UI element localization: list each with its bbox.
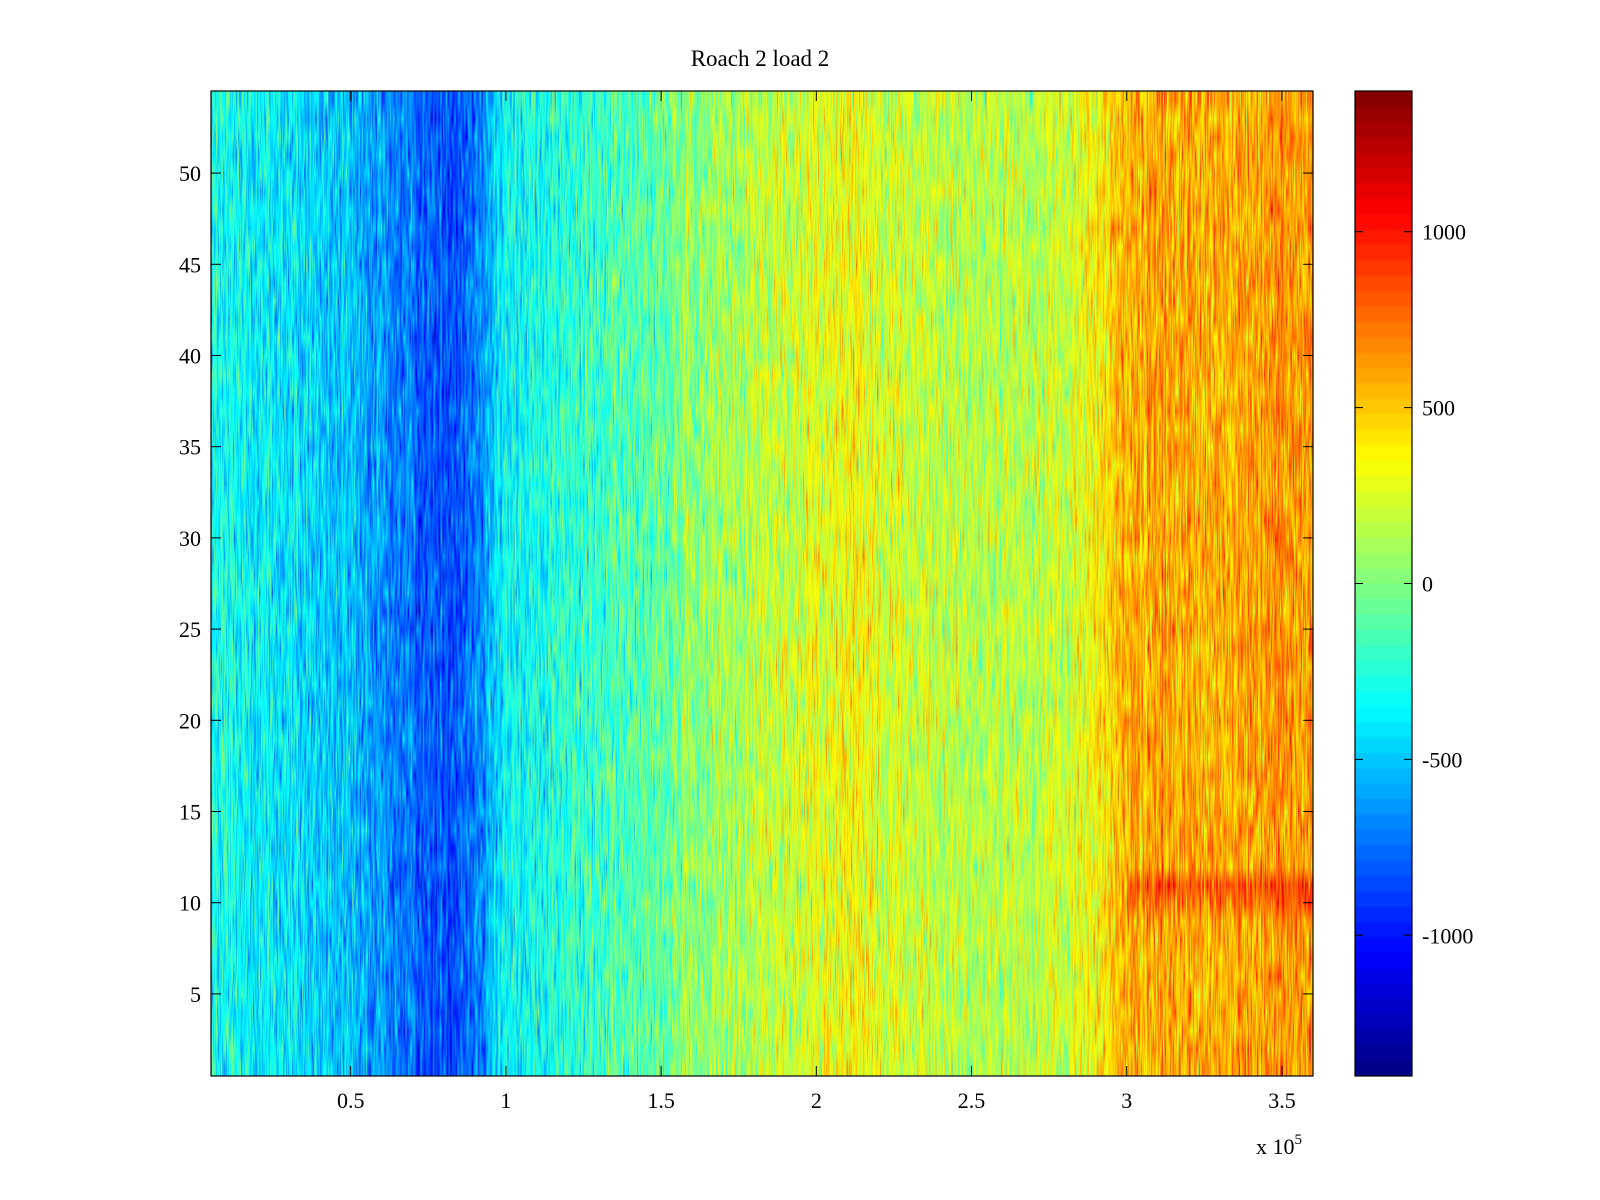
x-tick-label: 0.5 [337,1088,365,1113]
chart-title: Roach 2 load 2 [691,46,830,71]
y-tick-label: 5 [190,982,201,1007]
x-tick-label: 2 [811,1088,822,1113]
y-tick-label: 35 [179,435,201,460]
colorbar-tick-label: -1000 [1422,923,1473,948]
y-tick-label: 40 [179,343,201,368]
colorbar: 1000 500 0 -500 -1000 [1354,90,1473,1077]
colorbar-tick-label: 1000 [1422,220,1466,245]
colorbar-ticks: 1000 500 0 -500 -1000 [1355,220,1473,948]
colorbar-tick-label: -500 [1422,747,1462,772]
colorbar-gradient [1355,91,1412,1076]
heatmap-plot-area [210,90,1314,1077]
y-tick-label: 10 [179,891,201,916]
x-tick-label: 3.5 [1268,1088,1296,1113]
y-tick-label: 30 [179,526,201,551]
colorbar-tick-label: 500 [1422,396,1455,421]
heatmap-cells [211,91,1313,1076]
plot-frame [210,90,1314,1077]
x-multiplier-exponent: 5 [1295,1132,1303,1148]
y-tick-label: 20 [179,708,201,733]
y-tick-label: 50 [179,161,201,186]
x-tick-label: 3 [1121,1088,1132,1113]
x-axis: 0.5 1 1.5 2 2.5 3 3.5 [337,91,1296,1113]
y-axis: 5 10 15 20 25 30 35 40 45 50 [179,161,1313,1007]
x-tick-label: 2.5 [958,1088,986,1113]
x-axis-multiplier: x 105 [1256,1132,1302,1159]
x-tick-label: 1 [500,1088,511,1113]
y-tick-label: 45 [179,252,201,277]
colorbar-tick-label: 0 [1422,572,1433,597]
x-multiplier-base: x 10 [1256,1134,1295,1159]
y-tick-label: 15 [179,800,201,825]
y-tick-label: 25 [179,617,201,642]
x-tick-label: 1.5 [647,1088,675,1113]
